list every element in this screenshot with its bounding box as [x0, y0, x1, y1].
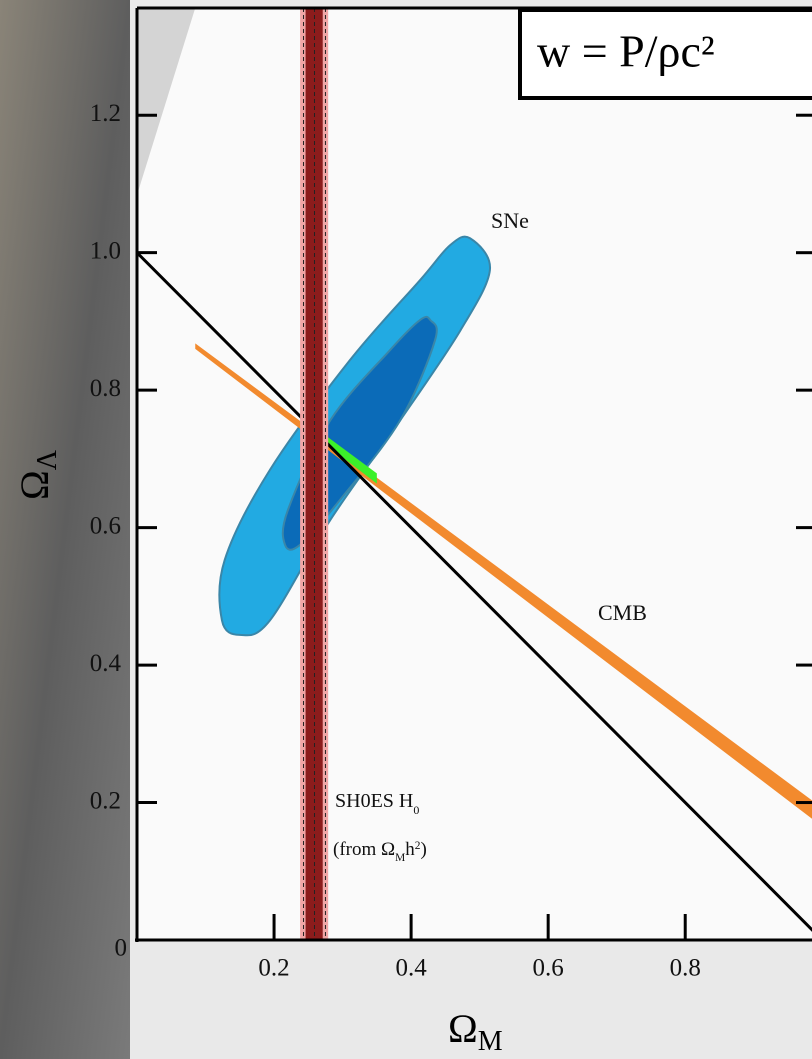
x-label-sub: M [478, 1026, 503, 1057]
annotation-part: M [395, 852, 405, 864]
x-label-text: Ω [448, 1006, 478, 1051]
side-strip [0, 0, 130, 1059]
annotation: CMB [598, 600, 647, 625]
y-tick-label: 0.2 [90, 787, 121, 814]
annotation: SH0ES H0 [335, 790, 419, 817]
y-tick-label: 0.6 [90, 512, 121, 539]
title-box [518, 8, 812, 100]
x-tick-label: 0.2 [258, 955, 289, 982]
annotation-part: CMB [598, 600, 647, 625]
flat-line [137, 251, 812, 932]
annotation-part: (from Ω [333, 839, 395, 860]
axes: 0.2 0.4 0.6 0.8 0 0.2 0.4 0.6 0.8 1.0 1.2 [90, 6, 812, 982]
y-tick-label: 0 [115, 935, 128, 962]
y-tick-label: 0.4 [90, 650, 122, 677]
annotation-part: 2 [415, 840, 421, 852]
y-tick-label: 0.8 [90, 375, 121, 402]
chart-title: w = P/ρc² [537, 26, 715, 77]
y-label-text: Ω [12, 470, 57, 500]
annotation: SNe [491, 208, 529, 233]
x-tick-label: 0.4 [395, 955, 427, 982]
annotation-part: h [405, 839, 415, 860]
y-label-sub: Λ [32, 449, 63, 470]
x-axis-label: ΩM [448, 1006, 503, 1057]
annotation-part: 0 [413, 803, 419, 817]
y-tick-label: 1.0 [90, 237, 121, 264]
annotation-part: SNe [491, 208, 529, 233]
y-tick-label: 1.2 [90, 100, 121, 127]
annotation-part: ) [420, 839, 426, 860]
plot-area [137, 8, 812, 940]
y-axis-label: ΩΛ [12, 449, 63, 500]
region [137, 8, 196, 195]
x-tick-label: 0.6 [533, 955, 564, 982]
annotation: (from ΩMh2) [333, 839, 427, 864]
plot [137, 8, 812, 940]
x-tick-label: 0.8 [670, 955, 701, 982]
annotation-part: SH0ES H [335, 790, 413, 812]
